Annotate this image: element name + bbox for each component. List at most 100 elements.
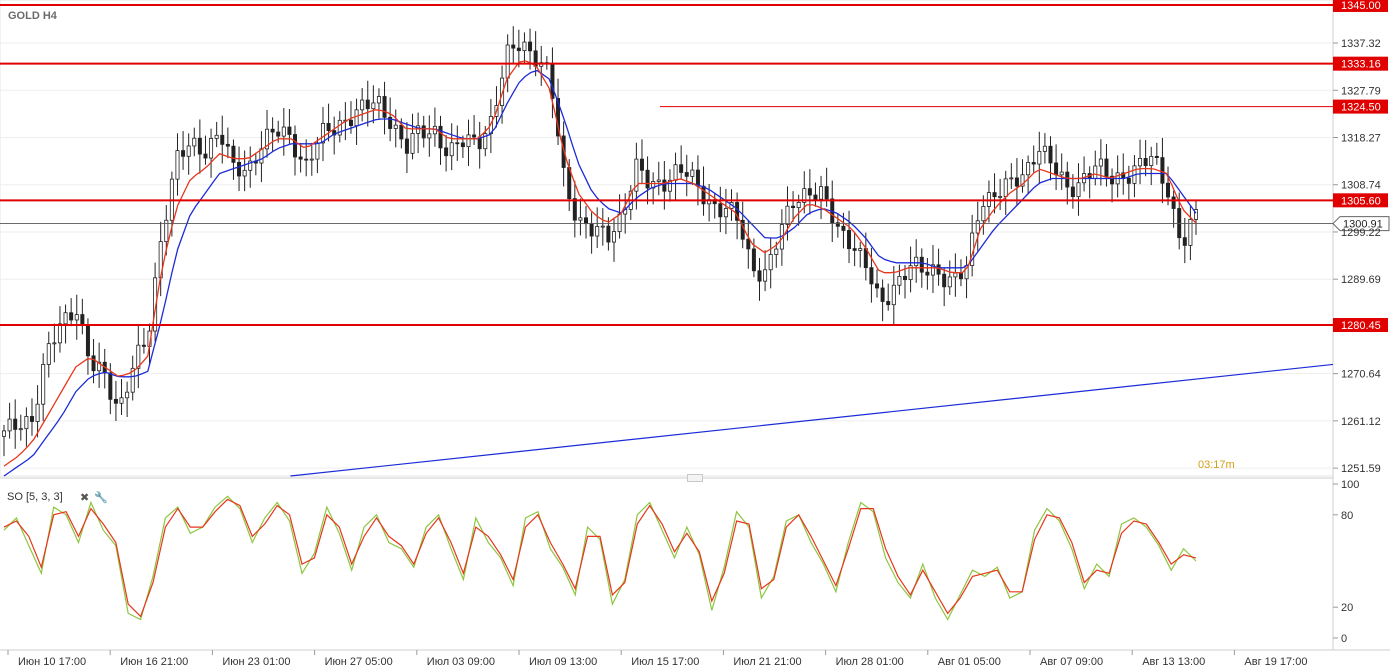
candle-body [572, 198, 577, 221]
trendline [290, 363, 1334, 477]
osc-y-tick-label: 100 [1341, 479, 1359, 491]
candle-body [925, 271, 930, 276]
candle-body [209, 138, 214, 159]
x-tick-label: Июл 15 17:00 [631, 656, 699, 668]
candle-body [1194, 209, 1199, 220]
candle-body [595, 226, 600, 237]
y-tick-label: 1337.32 [1341, 38, 1381, 50]
candle-body [332, 130, 337, 136]
candle-body [1110, 175, 1115, 185]
candle-body [679, 164, 684, 173]
candle-body [348, 119, 353, 127]
candle-body [981, 205, 986, 222]
candle-body [561, 135, 566, 168]
x-tick-label: Июн 27 05:00 [325, 656, 393, 668]
candle-body [416, 125, 421, 134]
symbol-label: GOLD H4 [8, 10, 57, 22]
candle-body [528, 41, 533, 52]
candle-body [399, 124, 404, 140]
candle-body [897, 275, 902, 286]
y-tick-label: 1289.69 [1341, 274, 1381, 286]
candle-body [410, 132, 415, 154]
candle-body [74, 314, 79, 321]
candle-body [998, 196, 1003, 198]
x-tick-label: Июн 23 01:00 [222, 656, 290, 668]
candle-body [13, 418, 18, 430]
candle-body [1149, 155, 1154, 166]
close-icon[interactable]: ✖ [80, 491, 90, 504]
candle-body [24, 416, 29, 430]
candle-body [936, 264, 941, 275]
x-tick-label: Июн 10 17:00 [18, 656, 86, 668]
candle-body [858, 248, 863, 251]
candle-body [673, 164, 678, 181]
candle-body [880, 287, 885, 302]
current-price-tag [1332, 216, 1390, 232]
candle-body [141, 344, 146, 347]
candle-body [388, 116, 393, 129]
candle-body [891, 284, 896, 306]
x-tick-label: Июл 09 13:00 [529, 656, 597, 668]
candle-body [1048, 145, 1053, 164]
candle-body [404, 138, 409, 154]
y-tick-label: 1327.79 [1341, 85, 1381, 97]
candle-body [1188, 218, 1193, 246]
candle-body [958, 272, 963, 280]
candle-body [1076, 182, 1081, 198]
candle-body [1026, 162, 1031, 176]
candle-body [337, 119, 342, 136]
candle-body [914, 256, 919, 267]
wrench-icon[interactable]: 🔧 [94, 491, 108, 504]
level-price-label: 1333.16 [1341, 59, 1381, 71]
so-d-line [3, 498, 1197, 618]
candle-body [684, 172, 689, 177]
candle-body [57, 323, 62, 344]
candle-body [824, 186, 829, 200]
y-tick-label: 1299.22 [1341, 227, 1381, 239]
candle-body [483, 133, 488, 150]
candle-body [293, 134, 298, 158]
candle-body [785, 205, 790, 225]
candle-body [18, 428, 23, 431]
candle-body [617, 213, 622, 232]
candle-body [645, 169, 650, 189]
x-tick-label: Авг 01 05:00 [938, 656, 1001, 668]
y-tick-label: 1318.27 [1341, 132, 1381, 144]
candle-body [449, 142, 454, 157]
candle-body [52, 342, 57, 345]
candle-body [365, 99, 370, 110]
candle-body [516, 47, 521, 52]
x-tick-label: Июл 28 01:00 [836, 656, 904, 668]
candle-body [29, 416, 34, 422]
candle-body [1126, 177, 1131, 184]
level-price-box [1333, 318, 1388, 333]
candle-body [438, 125, 443, 149]
candle-body [203, 153, 208, 159]
candle-body [774, 248, 779, 255]
candle-body [796, 202, 801, 209]
candle-body [701, 185, 706, 205]
level-price-box [1333, 56, 1388, 71]
y-tick-label: 1270.64 [1341, 369, 1381, 381]
candle-body [578, 217, 583, 221]
candle-body [942, 273, 947, 288]
indicator-label: SO [5, 3, 3] [7, 491, 63, 503]
candle-body [589, 223, 594, 237]
candle-body [265, 128, 270, 150]
candle-body [1098, 158, 1103, 167]
pane-divider-handle[interactable] [687, 474, 703, 482]
candle-body [634, 158, 639, 192]
x-tick-label: Июл 03 09:00 [427, 656, 495, 668]
candle-body [802, 188, 807, 203]
candle-body [371, 102, 376, 110]
candle-body [472, 134, 477, 138]
level-price-box [1333, 99, 1388, 114]
candle-body [1143, 158, 1148, 166]
candle-body [1037, 150, 1042, 165]
candle-body [1059, 171, 1064, 176]
candle-body [505, 44, 510, 79]
candle-body [863, 248, 868, 269]
candle-body [153, 277, 158, 332]
candle-body [192, 137, 197, 147]
